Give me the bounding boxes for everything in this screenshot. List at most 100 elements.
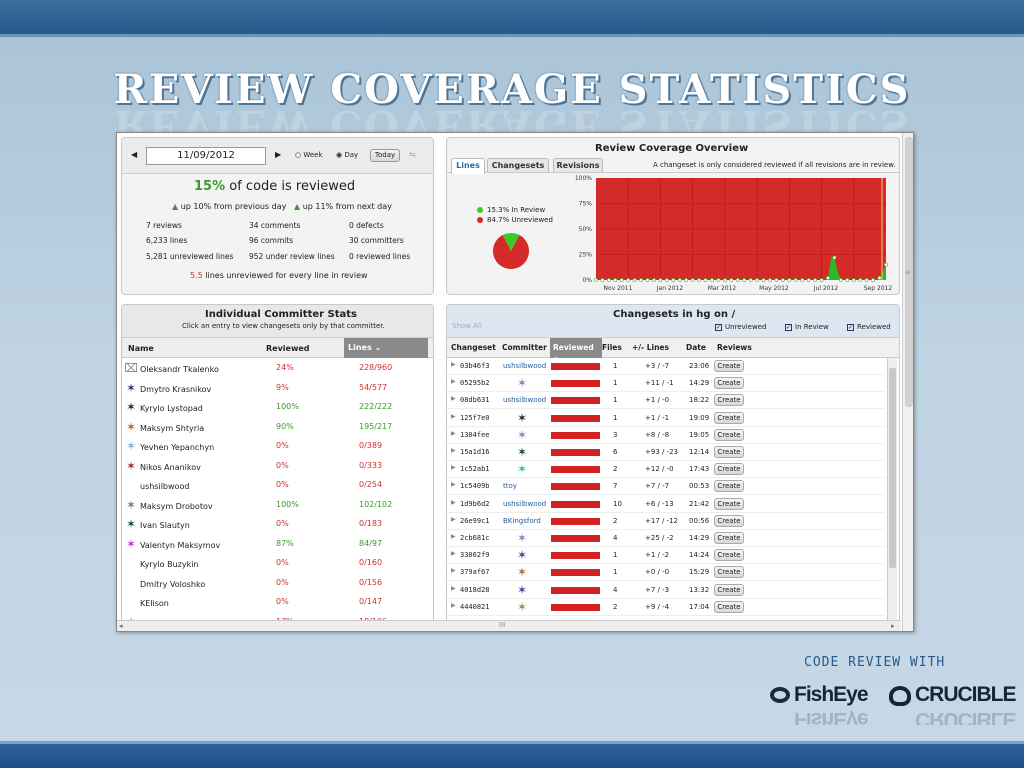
vertical-scrollbar[interactable] [887,358,897,620]
checkbox-icon[interactable]: ✓ [715,323,722,331]
create-review-button[interactable]: Create [714,549,744,562]
changeset-row[interactable]: ▶ 1d9b6d2 ushsilbwood 10 +6 / -13 21:42 Create [447,496,885,513]
create-review-button[interactable]: Create [714,566,744,579]
create-review-button[interactable]: Create [714,377,744,390]
committer-row[interactable]: Dmitry Voloshko 0% 0/156 [122,575,433,592]
changeset-id[interactable]: 26e99c1 [460,516,490,525]
filter-in-review[interactable]: ✓ In Review [785,323,829,331]
filter-unreviewed[interactable]: ✓ Unreviewed [715,323,766,331]
changeset-id[interactable]: 379af67 [460,568,490,577]
expand-icon[interactable]: ▶ [451,515,456,523]
changeset-id[interactable]: 03b46f3 [460,362,490,370]
changeset-id[interactable]: 33062f9 [460,551,490,560]
expand-icon[interactable]: ▶ [451,550,456,558]
expand-icon[interactable]: ▶ [451,378,456,386]
next-date-icon[interactable]: ▶ [275,150,282,159]
expand-icon[interactable]: ▶ [451,447,456,454]
changeset-row[interactable]: ▶ 1304fee ✶ 3 +8 / -8 19:05 Create [447,427,885,444]
create-review-button[interactable]: Create [714,480,744,493]
filter-reviewed[interactable]: ✓ Reviewed [847,323,891,331]
committer-row[interactable]: ✶ Maksym Drobotov 100% 102/102 [122,497,433,514]
changeset-committer[interactable]: ushsilbwood [503,499,547,508]
create-review-button[interactable]: Create [714,428,744,441]
changeset-id[interactable]: 15a1d16 [460,448,490,456]
committer-row[interactable]: ✶ Kyrylo Lystopad 100% 222/222 [122,399,433,416]
create-review-button[interactable]: Create [714,497,744,510]
date-input[interactable]: 11/09/2012 [146,147,266,165]
col-reviewed-header[interactable]: Reviewed ⌄ [550,338,602,361]
horizontal-scrollbar[interactable]: ◂ ▸ III [117,620,901,631]
expand-icon[interactable]: ▶ [451,412,456,420]
today-button[interactable]: Today [370,149,400,162]
tab-revisions[interactable]: Revisions [553,158,603,173]
checkbox-icon[interactable]: ✓ [847,323,854,331]
create-review-button[interactable]: Create [714,394,744,407]
changeset-id[interactable]: 4018d28 [460,585,490,594]
expand-icon[interactable]: ▶ [451,498,456,506]
tab-changesets[interactable]: Changesets [487,158,549,173]
col-name-header[interactable]: Name [128,344,154,353]
expand-icon[interactable]: ▶ [451,533,456,540]
browser-scrollbar[interactable]: ≡ [902,133,913,631]
expand-icon[interactable]: ▶ [451,584,456,592]
create-review-button[interactable]: Create [714,360,744,372]
committer-row[interactable]: ✶ Dmytro Krasnikov 9% 54/577 [122,380,433,397]
expand-icon[interactable]: ▶ [451,481,456,489]
expand-icon[interactable]: ▶ [451,361,456,368]
changeset-id[interactable]: 1c52ab1 [460,465,490,474]
changeset-row[interactable]: ▶ 26e99c1 BKingsford 2 +17 / -12 00:56 Create [447,513,885,530]
changeset-committer[interactable]: ttoy [503,482,517,491]
col-lines-header[interactable]: Lines ⌄ [344,338,428,358]
changeset-row[interactable]: ▶ 379af67 ✶ 1 +0 / -0 15:29 Create [447,564,885,582]
col-header[interactable]: Files [602,343,622,352]
expand-icon[interactable]: ▶ [451,464,456,472]
changeset-id[interactable]: 1c5409b [460,482,490,491]
create-review-button[interactable]: Create [714,411,744,424]
expand-icon[interactable]: ▶ [451,429,456,437]
create-review-button[interactable]: Create [714,583,744,596]
create-review-button[interactable]: Create [714,463,744,476]
tab-lines[interactable]: Lines [451,158,485,174]
col-header[interactable]: Date [686,343,706,352]
committer-row[interactable]: KElison 0% 0/147 [122,594,433,611]
committer-row[interactable]: ushsilbwood 0% 0/254 [122,477,433,494]
changeset-id[interactable]: 4440821 [460,602,490,611]
changeset-id[interactable]: 08db631 [460,396,490,405]
committer-row[interactable]: ✶ Nikos Ananikov 0% 0/333 [122,458,433,475]
changeset-row[interactable]: ▶ 4018d28 ✶ 4 +7 / -3 13:32 Create [447,582,885,599]
day-radio[interactable]: ◉ Day [336,151,359,159]
committer-row[interactable]: ✶ Maksym Shtyria 90% 195/217 [122,419,433,436]
changeset-row[interactable]: ▶ 2cb681c ✶ 4 +25 / -2 14:29 Create [447,530,885,547]
changeset-row[interactable]: ▶ 1c52ab1 ✶ 2 +12 / -0 17:43 Create [447,461,885,479]
prev-date-icon[interactable]: ◀ [131,150,138,159]
col-header[interactable]: +/- Lines [632,343,669,352]
col-header[interactable]: Committer [502,343,547,352]
committer-row[interactable]: ✶ Ivan Slautyn 0% 0/183 [122,516,433,533]
changeset-row[interactable]: ▶ 125f7e0 ✶ 1 +1 / -1 19:09 Create [447,410,885,427]
changeset-id[interactable]: 2cb681c [460,534,490,542]
changeset-committer[interactable]: BKingsford [503,516,541,525]
changeset-committer[interactable]: ushsilbwood [503,362,547,370]
changeset-row[interactable]: ▶ 1c5409b ttoy 7 +7 / -7 00:53 Create [447,478,885,496]
committer-row[interactable]: ✶ Valentyn Maksymov 87% 84/97 [122,536,433,553]
col-header[interactable]: Reviews [717,343,752,352]
col-header[interactable]: Changeset [451,343,496,352]
changeset-id[interactable]: 125f7e0 [460,413,490,422]
changeset-row[interactable]: ▶ 15a1d16 ✶ 6 +93 / -23 12:14 Create [447,444,885,461]
changeset-row[interactable]: ▶ 33062f9 ✶ 1 +1 / -2 14:24 Create [447,547,885,565]
changeset-id[interactable]: 1304fee [460,430,490,439]
committer-row[interactable]: ✶ Yevhen Yepanchyn 0% 0/389 [122,438,433,455]
changeset-committer[interactable]: ushsilbwood [503,396,547,405]
expand-icon[interactable]: ▶ [451,601,456,609]
create-review-button[interactable]: Create [714,532,744,544]
changeset-row[interactable]: ▶ 03b46f3 ushsilbwood 1 +3 / -7 23:06 Create [447,358,885,375]
col-reviewed-header[interactable]: Reviewed [266,344,310,353]
changeset-row[interactable]: ▶ 08db631 ushsilbwood 1 +1 / -0 18:22 Create [447,392,885,410]
expand-icon[interactable]: ▶ [451,395,456,403]
checkbox-icon[interactable]: ✓ [785,323,792,331]
committer-row[interactable]: Kyrylo Buzykin 0% 0/160 [122,555,433,572]
show-all-link[interactable]: Show All [452,322,482,330]
create-review-button[interactable]: Create [714,514,744,527]
create-review-button[interactable]: Create [714,446,744,458]
create-review-button[interactable]: Create [714,600,744,613]
